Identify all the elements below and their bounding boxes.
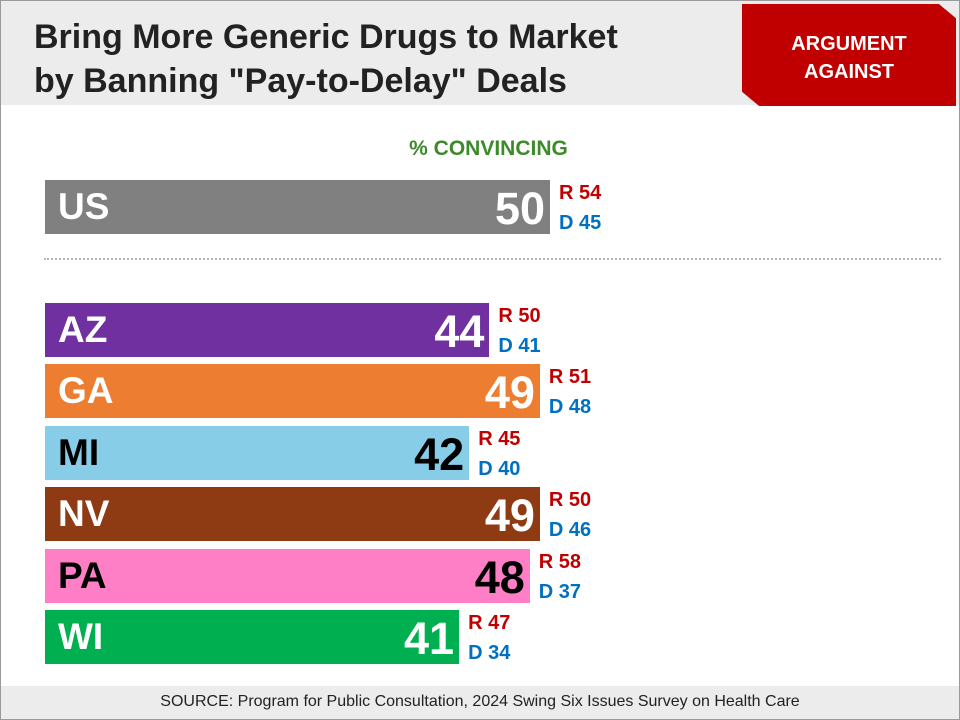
bar-label-nv: NV	[58, 493, 110, 534]
democrat-value-us: D 45	[559, 212, 602, 234]
party-breakdown-ga: R 51 D 48	[549, 362, 591, 422]
bar-value-wi: 41	[404, 613, 455, 664]
bar-us: US 50	[45, 180, 550, 234]
bar-value-az: 44	[434, 306, 485, 357]
bar-value-nv: 49	[484, 490, 535, 541]
bar-wi: WI 41	[45, 610, 460, 664]
bar-label-ga: GA	[58, 370, 114, 411]
badge-line-1: ARGUMENT	[791, 33, 907, 55]
bar-pa: PA 48	[45, 549, 530, 603]
democrat-value-nv: D 46	[548, 519, 592, 541]
republican-value-nv: R 50	[548, 489, 592, 511]
republican-value-ga: R 51	[548, 366, 592, 388]
republican-value-wi: R 47	[468, 612, 511, 634]
bar-label-az: AZ	[58, 309, 108, 350]
value-axis-label: % CONVINCING	[0, 137, 960, 161]
republican-value-pa: R 58	[538, 551, 582, 573]
democrat-value-az: D 41	[498, 335, 541, 357]
bar-nv: NV 49	[45, 487, 540, 541]
bar-value-us: 50	[494, 183, 545, 234]
chart-title-line-1: Bring More Generic Drugs to Market	[34, 18, 618, 56]
republican-value-us: R 54	[559, 182, 602, 204]
source-footer: SOURCE: Program for Public Consultation,…	[1, 686, 959, 719]
argument-against-badge: ARGUMENT AGAINST	[742, 4, 956, 106]
bar-label-pa: PA	[58, 555, 107, 596]
party-breakdown-az: R 50 D 41	[498, 301, 540, 361]
badge-line-2: AGAINST	[804, 61, 894, 83]
party-breakdown-us: R 54 D 45	[559, 178, 601, 238]
democrat-value-mi: D 40	[478, 458, 521, 480]
bar-label-us: US	[58, 186, 110, 227]
bar-label-mi: MI	[58, 432, 100, 473]
bar-label-wi: WI	[58, 616, 104, 657]
party-breakdown-wi: R 47 D 34	[468, 608, 510, 668]
party-breakdown-pa: R 58 D 37	[539, 547, 581, 607]
bar-value-ga: 49	[484, 367, 535, 418]
democrat-value-wi: D 34	[468, 642, 511, 664]
us-states-divider	[44, 258, 941, 260]
party-breakdown-nv: R 50 D 46	[549, 485, 591, 545]
democrat-value-pa: D 37	[538, 581, 582, 603]
subtitle-text: % CONVINCING	[409, 137, 568, 160]
party-breakdown-mi: R 45 D 40	[478, 424, 520, 484]
bar-value-pa: 48	[474, 552, 525, 603]
republican-value-az: R 50	[498, 305, 541, 327]
bar-value-mi: 42	[414, 429, 465, 480]
bar-az: AZ 44	[45, 303, 490, 357]
bar-mi: MI 42	[45, 426, 470, 480]
bar-ga: GA 49	[45, 364, 540, 418]
democrat-value-ga: D 48	[548, 396, 592, 418]
chart-title: Bring More Generic Drugs to Market by Ba…	[34, 15, 618, 103]
republican-value-mi: R 45	[478, 428, 521, 450]
chart-title-line-2: by Banning "Pay-to-Delay" Deals	[34, 62, 567, 100]
